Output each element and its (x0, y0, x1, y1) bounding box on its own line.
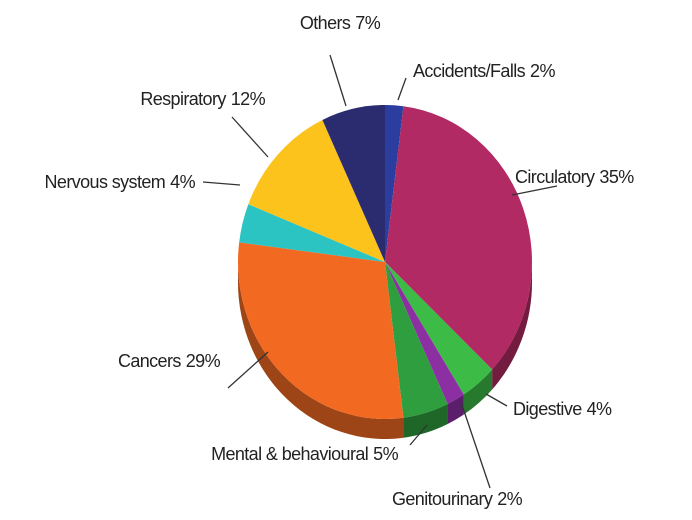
slice-label: Mental & behavioural 5% (211, 444, 399, 464)
slice-value: 2% (497, 489, 522, 509)
slice-label: Nervous system 4% (45, 172, 196, 192)
slice-category: Accidents/Falls (413, 61, 526, 81)
slice-value: 12% (231, 89, 266, 109)
slice-side (492, 262, 532, 390)
slice-category: Cancers (118, 351, 181, 371)
leader-line (202, 181, 241, 186)
leader-line (460, 401, 491, 489)
slice-side (238, 262, 404, 439)
leader-line (329, 54, 347, 107)
slice-category: Digestive (513, 399, 582, 419)
slice-value: 35% (599, 167, 634, 187)
slice-label: Genitourinary 2% (392, 489, 523, 509)
slice-side (463, 369, 493, 415)
slice-value: 5% (373, 444, 398, 464)
slice-label: Others 7% (300, 13, 381, 33)
slice-category: Mental & behavioural (211, 444, 368, 464)
slice-label: Circulatory 35% (515, 167, 634, 187)
leader-line (409, 424, 428, 446)
slice-category: Others (300, 13, 351, 33)
slice (385, 262, 464, 405)
slice-category: Respiratory (140, 89, 226, 109)
leader-line (511, 185, 558, 196)
slice-category: Genitourinary (392, 489, 493, 509)
slice (248, 119, 385, 262)
leader-line (397, 77, 407, 101)
slice-category: Nervous system (45, 172, 166, 192)
slice (385, 262, 448, 418)
leader-line (485, 393, 508, 407)
slice-label: Cancers 29% (118, 351, 221, 371)
slice (322, 105, 385, 262)
slice-value: 4% (587, 399, 612, 419)
slice-side-shade (447, 394, 464, 425)
leader-line (227, 351, 269, 389)
slice-label: Digestive 4% (513, 399, 612, 419)
slice-value: 2% (530, 61, 555, 81)
slice-side-shade (463, 369, 493, 415)
slice (239, 204, 385, 262)
slice (385, 106, 532, 370)
slice-side (447, 394, 464, 425)
slice (238, 242, 404, 419)
slice-side-shade (403, 404, 448, 438)
slice-side-shade (492, 262, 532, 390)
slice (385, 262, 493, 395)
slice-label: Respiratory 12% (140, 89, 265, 109)
slice-side (403, 404, 448, 438)
slice-category: Circulatory (515, 167, 595, 187)
slice-value: 7% (355, 13, 380, 33)
slice-value: 4% (170, 172, 195, 192)
slice-label: Accidents/Falls 2% (413, 61, 555, 81)
slice-value: 29% (186, 351, 221, 371)
slice-side-shade (238, 262, 404, 439)
leader-line (231, 116, 269, 158)
slice (385, 105, 404, 262)
